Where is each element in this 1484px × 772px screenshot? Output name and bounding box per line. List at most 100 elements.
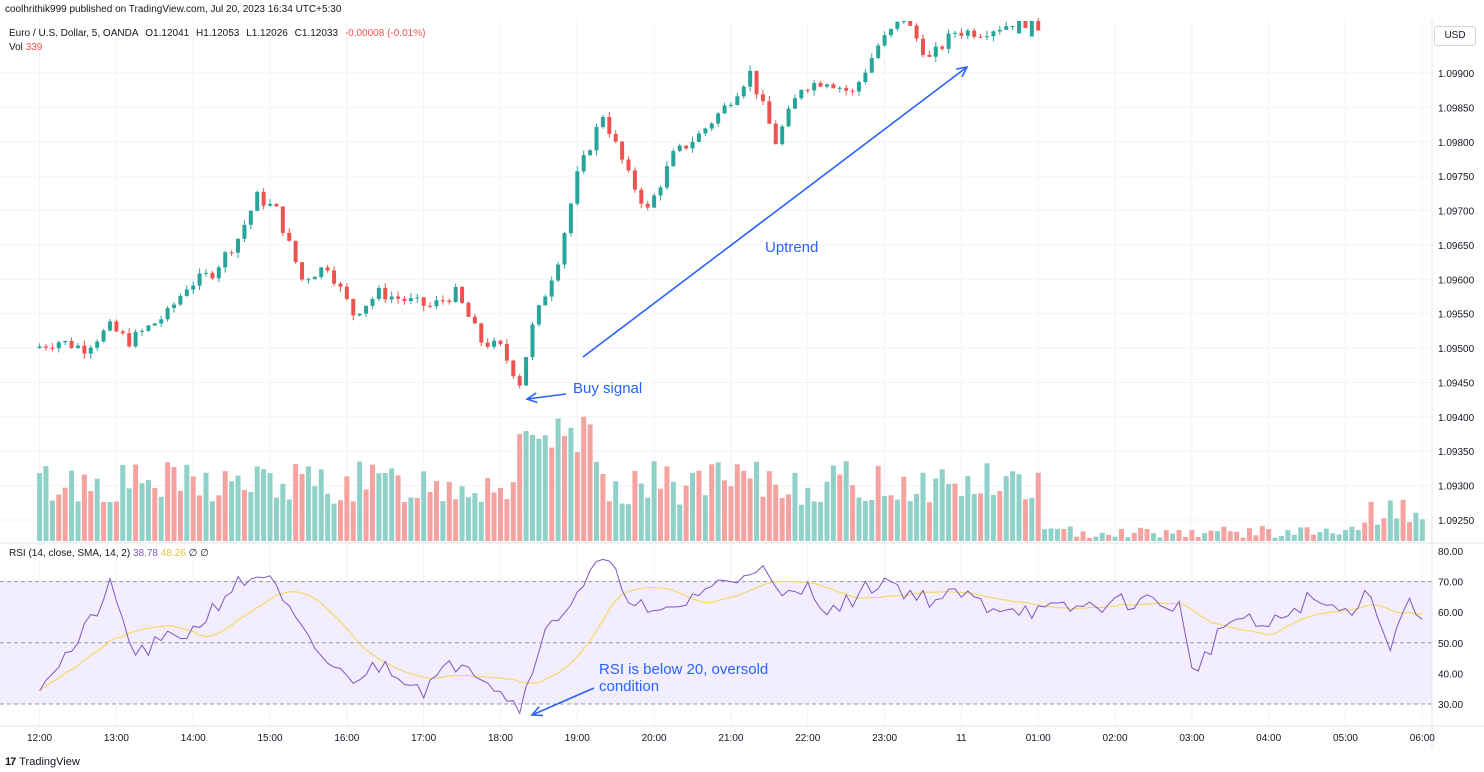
rsi-oversold-label: RSI is below 20, oversold condition — [599, 661, 768, 695]
volume-bar — [811, 501, 817, 541]
volume-bar — [1144, 528, 1150, 541]
rsi-oversold-line2: condition — [599, 678, 660, 695]
candle-body — [818, 82, 823, 87]
volume-bar — [792, 472, 798, 541]
volume-bar — [376, 473, 382, 541]
volume-bar — [209, 501, 215, 541]
candle-body — [549, 280, 554, 297]
volume-bar — [939, 469, 945, 541]
candle-body — [722, 105, 727, 114]
volume-bar — [273, 497, 279, 541]
candle-body — [415, 297, 420, 299]
candle-body — [1017, 21, 1022, 34]
candle-body — [850, 90, 855, 92]
candle-body — [472, 316, 477, 324]
volume-bar — [1336, 534, 1342, 541]
price-tick-label: 1.09700 — [1438, 207, 1475, 218]
candle-body — [466, 302, 471, 317]
volume-bar — [619, 503, 625, 541]
volume-bar — [152, 488, 158, 541]
volume-bar — [171, 467, 177, 541]
volume-bar — [145, 480, 151, 541]
volume-bar — [722, 480, 728, 541]
volume-bar — [555, 418, 561, 541]
candle-body — [914, 25, 919, 39]
candle-body — [95, 341, 100, 348]
volume-bar — [357, 461, 363, 541]
candle-body — [1036, 21, 1041, 31]
volume-bar — [926, 502, 932, 541]
candle-body — [888, 28, 893, 36]
rsi-tick-label: 40.00 — [1438, 669, 1463, 680]
candle-body — [146, 325, 151, 331]
volume-bar — [286, 499, 292, 541]
currency-button[interactable]: USD — [1434, 26, 1476, 46]
candle-body — [133, 331, 138, 347]
volume-bar — [1061, 528, 1067, 541]
candle-body — [210, 272, 215, 279]
rsi-value: 38.78 — [132, 548, 158, 559]
volume-bar — [1355, 530, 1361, 541]
candle-body — [812, 82, 817, 91]
candle-body — [197, 273, 202, 286]
volume-bar — [581, 416, 587, 541]
volume-bar — [1272, 537, 1278, 541]
volume-bar — [850, 485, 856, 541]
volume-bar — [1291, 534, 1297, 541]
time-tick-label: 02:00 — [1103, 733, 1128, 744]
candle-body — [37, 346, 42, 349]
time-tick-label: 11 — [956, 733, 967, 744]
volume-bar — [382, 473, 388, 541]
volume-bar — [1330, 533, 1336, 541]
vol-value: 339 — [25, 42, 43, 53]
candle-body — [946, 33, 951, 49]
candle-body — [997, 29, 1002, 32]
volume-bar — [491, 492, 497, 541]
time-tick-label: 23:00 — [872, 733, 897, 744]
time-tick-label: 15:00 — [258, 733, 283, 744]
volume-bar — [837, 474, 843, 541]
volume-bar — [177, 490, 183, 541]
volume-bar — [1118, 528, 1124, 541]
volume-bar — [651, 461, 657, 541]
volume-bar — [952, 483, 958, 541]
volume-bar — [1150, 533, 1156, 541]
volume-bar — [254, 466, 260, 541]
candle-body — [223, 252, 228, 268]
candle-body — [511, 360, 516, 377]
time-tick-label: 13:00 — [104, 733, 129, 744]
candle-body — [338, 283, 343, 287]
candle-body — [645, 203, 650, 208]
candle-body — [191, 285, 196, 290]
rsi-line — [39, 558, 1423, 715]
volume-bar — [49, 500, 55, 541]
candle-body — [831, 84, 836, 89]
price-tick-label: 1.09250 — [1438, 516, 1475, 527]
volume-bar — [734, 464, 740, 541]
volume-bar — [638, 483, 644, 541]
volume-bar — [1214, 531, 1220, 541]
volume-bar — [568, 427, 574, 541]
volume-bar — [1349, 526, 1355, 541]
volume-bar — [990, 494, 996, 541]
volume-bar — [350, 501, 356, 541]
volume-bar — [542, 435, 548, 541]
volume-bar — [702, 495, 708, 541]
candle-body — [504, 343, 509, 361]
volume-bar — [696, 470, 702, 541]
volume-bar — [1407, 522, 1413, 541]
volume-bar — [997, 491, 1003, 541]
candle-body — [1010, 25, 1015, 27]
time-tick-label: 19:00 — [565, 733, 590, 744]
volume-bar — [875, 465, 881, 541]
price-tick-label: 1.09550 — [1438, 310, 1475, 321]
candle-body — [88, 347, 93, 354]
candle-body — [985, 36, 990, 38]
volume-bar — [56, 494, 62, 541]
volume-bar — [133, 464, 139, 541]
symbol-legend: Euro / U.S. Dollar, 5, OANDA O1.12041 H1… — [9, 28, 429, 39]
time-tick-label: 21:00 — [718, 733, 743, 744]
volume-bar — [203, 472, 209, 541]
volume-bar — [478, 501, 484, 541]
